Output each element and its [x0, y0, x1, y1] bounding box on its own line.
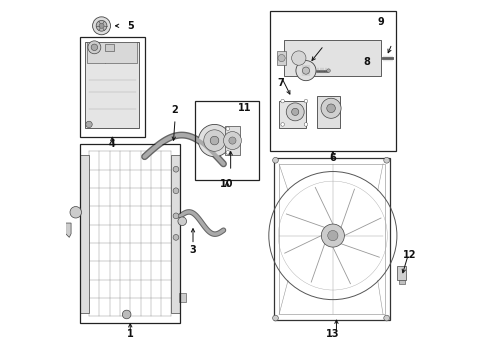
Text: 12: 12 [403, 250, 416, 260]
Bar [87, 42, 137, 63]
Circle shape [70, 207, 81, 218]
Circle shape [286, 103, 304, 121]
Circle shape [173, 234, 179, 240]
Circle shape [91, 44, 98, 50]
Bar [270, 12, 395, 151]
Circle shape [327, 104, 335, 113]
Text: 1: 1 [127, 329, 134, 339]
Bar [195, 101, 259, 180]
Circle shape [384, 315, 390, 321]
Circle shape [210, 136, 219, 145]
Circle shape [229, 137, 236, 144]
Bar [274, 158, 390, 320]
Circle shape [292, 108, 299, 116]
Circle shape [96, 21, 107, 31]
Text: 5: 5 [127, 21, 134, 31]
Circle shape [281, 99, 285, 103]
Bar [397, 266, 406, 280]
Circle shape [328, 230, 338, 241]
Text: 13: 13 [326, 329, 340, 339]
Circle shape [178, 217, 187, 226]
Bar [277, 51, 286, 65]
Text: 9: 9 [378, 17, 385, 27]
Text: 11: 11 [238, 103, 252, 113]
Circle shape [226, 127, 230, 131]
Text: 10: 10 [220, 179, 234, 189]
Bar [179, 293, 186, 302]
Bar [399, 280, 405, 284]
Circle shape [304, 99, 308, 103]
Bar [317, 96, 340, 128]
Bar [279, 164, 385, 315]
Circle shape [272, 315, 278, 321]
Circle shape [292, 51, 306, 65]
Circle shape [321, 98, 341, 118]
Bar [105, 44, 114, 51]
Circle shape [93, 17, 111, 35]
Circle shape [321, 224, 344, 247]
Text: 8: 8 [364, 57, 370, 67]
Circle shape [281, 123, 285, 126]
Circle shape [122, 310, 131, 319]
Circle shape [173, 188, 179, 194]
Text: 3: 3 [190, 245, 196, 255]
Bar [80, 155, 89, 313]
Bar [172, 155, 180, 313]
Circle shape [99, 23, 104, 28]
Circle shape [384, 157, 390, 163]
Circle shape [86, 121, 92, 128]
Circle shape [278, 54, 285, 62]
Bar [279, 101, 306, 128]
Circle shape [302, 67, 310, 74]
Circle shape [226, 150, 230, 154]
Text: 6: 6 [329, 153, 336, 163]
Circle shape [272, 157, 278, 163]
Text: 7: 7 [277, 78, 284, 88]
Circle shape [88, 41, 101, 54]
Polygon shape [66, 223, 71, 237]
Bar [80, 144, 180, 323]
Bar [80, 37, 145, 137]
Circle shape [327, 69, 330, 72]
Bar [285, 40, 381, 76]
Circle shape [223, 132, 242, 149]
Circle shape [173, 166, 179, 172]
Circle shape [198, 125, 231, 157]
Circle shape [296, 60, 316, 81]
Bar [85, 42, 139, 128]
Bar [225, 126, 240, 155]
Circle shape [304, 123, 308, 126]
Circle shape [173, 213, 179, 219]
Circle shape [204, 130, 225, 151]
Text: 4: 4 [109, 139, 116, 149]
Text: 2: 2 [172, 105, 178, 115]
